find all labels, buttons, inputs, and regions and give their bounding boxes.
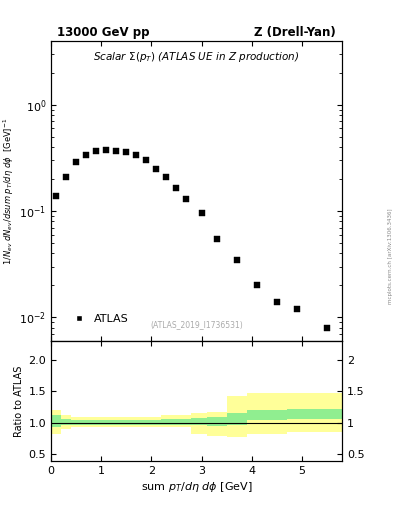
Bar <box>71 420 81 425</box>
Text: (ATLAS_2019_I1736531): (ATLAS_2019_I1736531) <box>150 320 243 329</box>
Text: 13000 GeV pp: 13000 GeV pp <box>57 27 149 39</box>
Bar <box>111 420 121 425</box>
Bar <box>176 415 191 428</box>
Bar <box>176 418 191 425</box>
Bar <box>151 420 162 425</box>
Bar <box>131 417 141 428</box>
Bar <box>91 420 101 425</box>
Bar <box>151 417 162 428</box>
Bar <box>81 420 91 425</box>
Bar <box>267 393 287 434</box>
Y-axis label: $1/N_{ev}$ $dN_{ev}/dsum$ $p_T/d\eta$ $d\phi$  $[\mathrm{GeV}]^{-1}$: $1/N_{ev}$ $dN_{ev}/dsum$ $p_T/d\eta$ $d… <box>2 117 17 265</box>
Bar <box>267 410 287 420</box>
Text: Scalar $\Sigma(p_T)$ (ATLAS UE in Z production): Scalar $\Sigma(p_T)$ (ATLAS UE in Z prod… <box>93 50 300 64</box>
Bar <box>101 420 111 425</box>
Text: Z (Drell-Yan): Z (Drell-Yan) <box>254 27 336 39</box>
Y-axis label: Ratio to ATLAS: Ratio to ATLAS <box>14 365 24 437</box>
Bar <box>191 414 207 434</box>
Bar <box>247 410 267 420</box>
Bar <box>312 393 342 433</box>
Legend: ATLAS: ATLAS <box>62 308 134 329</box>
Bar <box>287 393 312 433</box>
Bar <box>162 415 176 428</box>
X-axis label: sum $p_T/d\eta$ $d\phi$ $[\mathrm{GeV}]$: sum $p_T/d\eta$ $d\phi$ $[\mathrm{GeV}]$ <box>141 480 252 494</box>
Bar <box>121 417 131 428</box>
Bar <box>207 412 227 436</box>
Bar <box>101 417 111 428</box>
Bar <box>61 418 71 425</box>
Bar <box>207 417 227 426</box>
Bar <box>191 418 207 425</box>
Bar <box>71 417 81 428</box>
Bar <box>81 417 91 428</box>
Bar <box>141 417 151 428</box>
Bar <box>91 417 101 428</box>
Bar <box>141 420 151 425</box>
Bar <box>227 414 247 425</box>
Bar <box>51 415 61 428</box>
Bar <box>111 417 121 428</box>
Bar <box>51 410 61 434</box>
Bar <box>287 409 312 418</box>
Text: mcplots.cern.ch [arXiv:1306.3436]: mcplots.cern.ch [arXiv:1306.3436] <box>387 208 393 304</box>
Bar <box>61 415 71 429</box>
Bar <box>162 419 176 425</box>
Bar <box>131 420 141 425</box>
Bar <box>247 393 267 434</box>
Bar <box>312 409 342 418</box>
Bar <box>227 396 247 437</box>
Bar <box>121 420 131 425</box>
